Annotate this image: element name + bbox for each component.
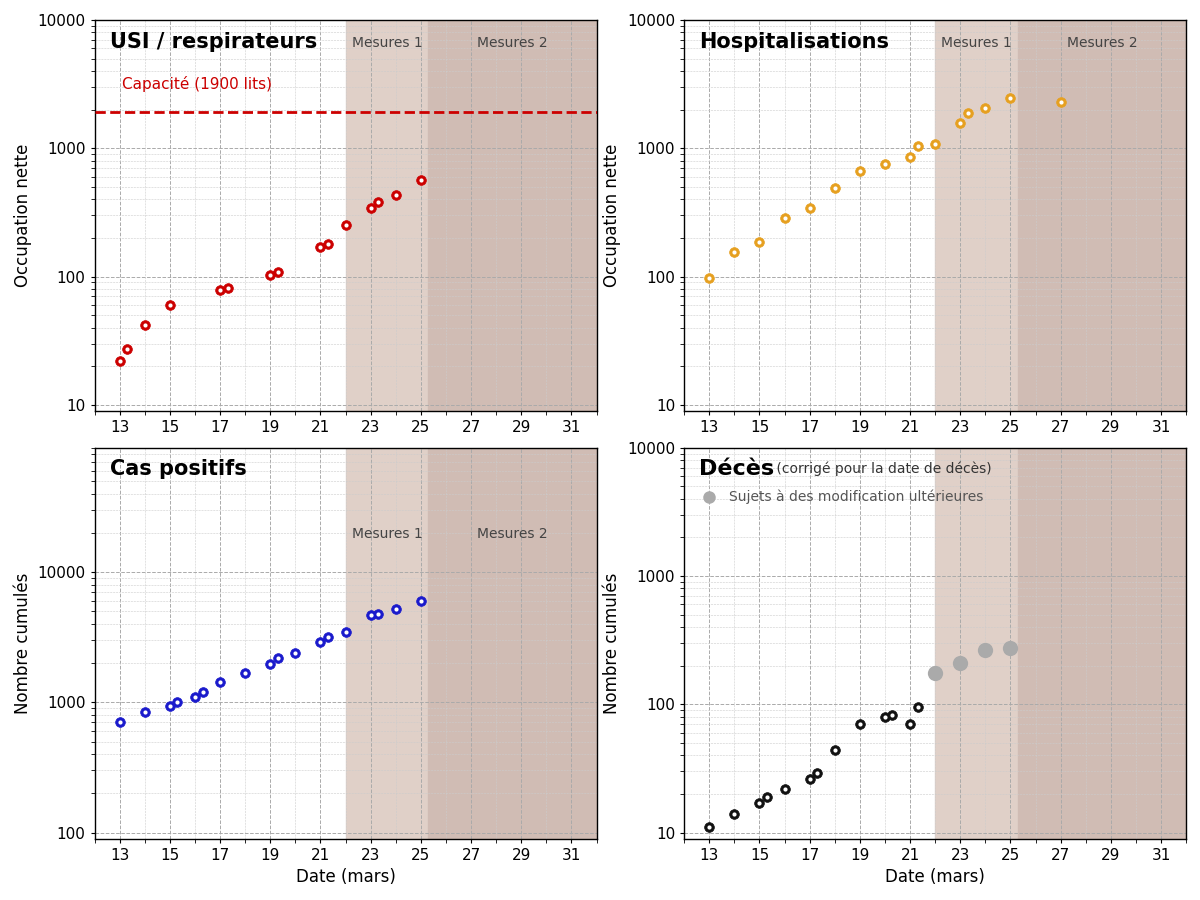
Text: (corrigé pour la date de décès): (corrigé pour la date de décès) [772, 462, 991, 476]
Bar [428, 20, 596, 410]
Bar [1018, 20, 1186, 410]
Bar [346, 20, 428, 410]
Text: Sujets à des modification ultérieures: Sujets à des modification ultérieures [730, 490, 984, 504]
Bar [428, 447, 596, 839]
Y-axis label: Nombre cumulés: Nombre cumulés [14, 572, 32, 714]
Y-axis label: Nombre cumulés: Nombre cumulés [604, 572, 622, 714]
Text: Mesures 2: Mesures 2 [478, 527, 547, 542]
Bar [935, 447, 1018, 839]
Y-axis label: Occupation nette: Occupation nette [14, 144, 32, 287]
Text: Mesures 1: Mesures 1 [352, 527, 422, 542]
Text: Décès: Décès [700, 459, 774, 480]
Text: Capacité (1900 lits): Capacité (1900 lits) [122, 76, 272, 92]
Bar [346, 447, 428, 839]
X-axis label: Date (mars): Date (mars) [886, 868, 985, 886]
Text: Mesures 2: Mesures 2 [478, 36, 547, 50]
Text: USI / respirateurs: USI / respirateurs [109, 32, 317, 51]
Y-axis label: Occupation nette: Occupation nette [604, 144, 622, 287]
X-axis label: Date (mars): Date (mars) [295, 868, 396, 886]
Text: Cas positifs: Cas positifs [109, 459, 246, 480]
Bar [1018, 447, 1186, 839]
Text: Mesures 1: Mesures 1 [352, 36, 422, 50]
Text: Hospitalisations: Hospitalisations [700, 32, 889, 51]
Bar [935, 20, 1018, 410]
Text: Mesures 2: Mesures 2 [1067, 36, 1138, 50]
Text: Mesures 1: Mesures 1 [941, 36, 1012, 50]
